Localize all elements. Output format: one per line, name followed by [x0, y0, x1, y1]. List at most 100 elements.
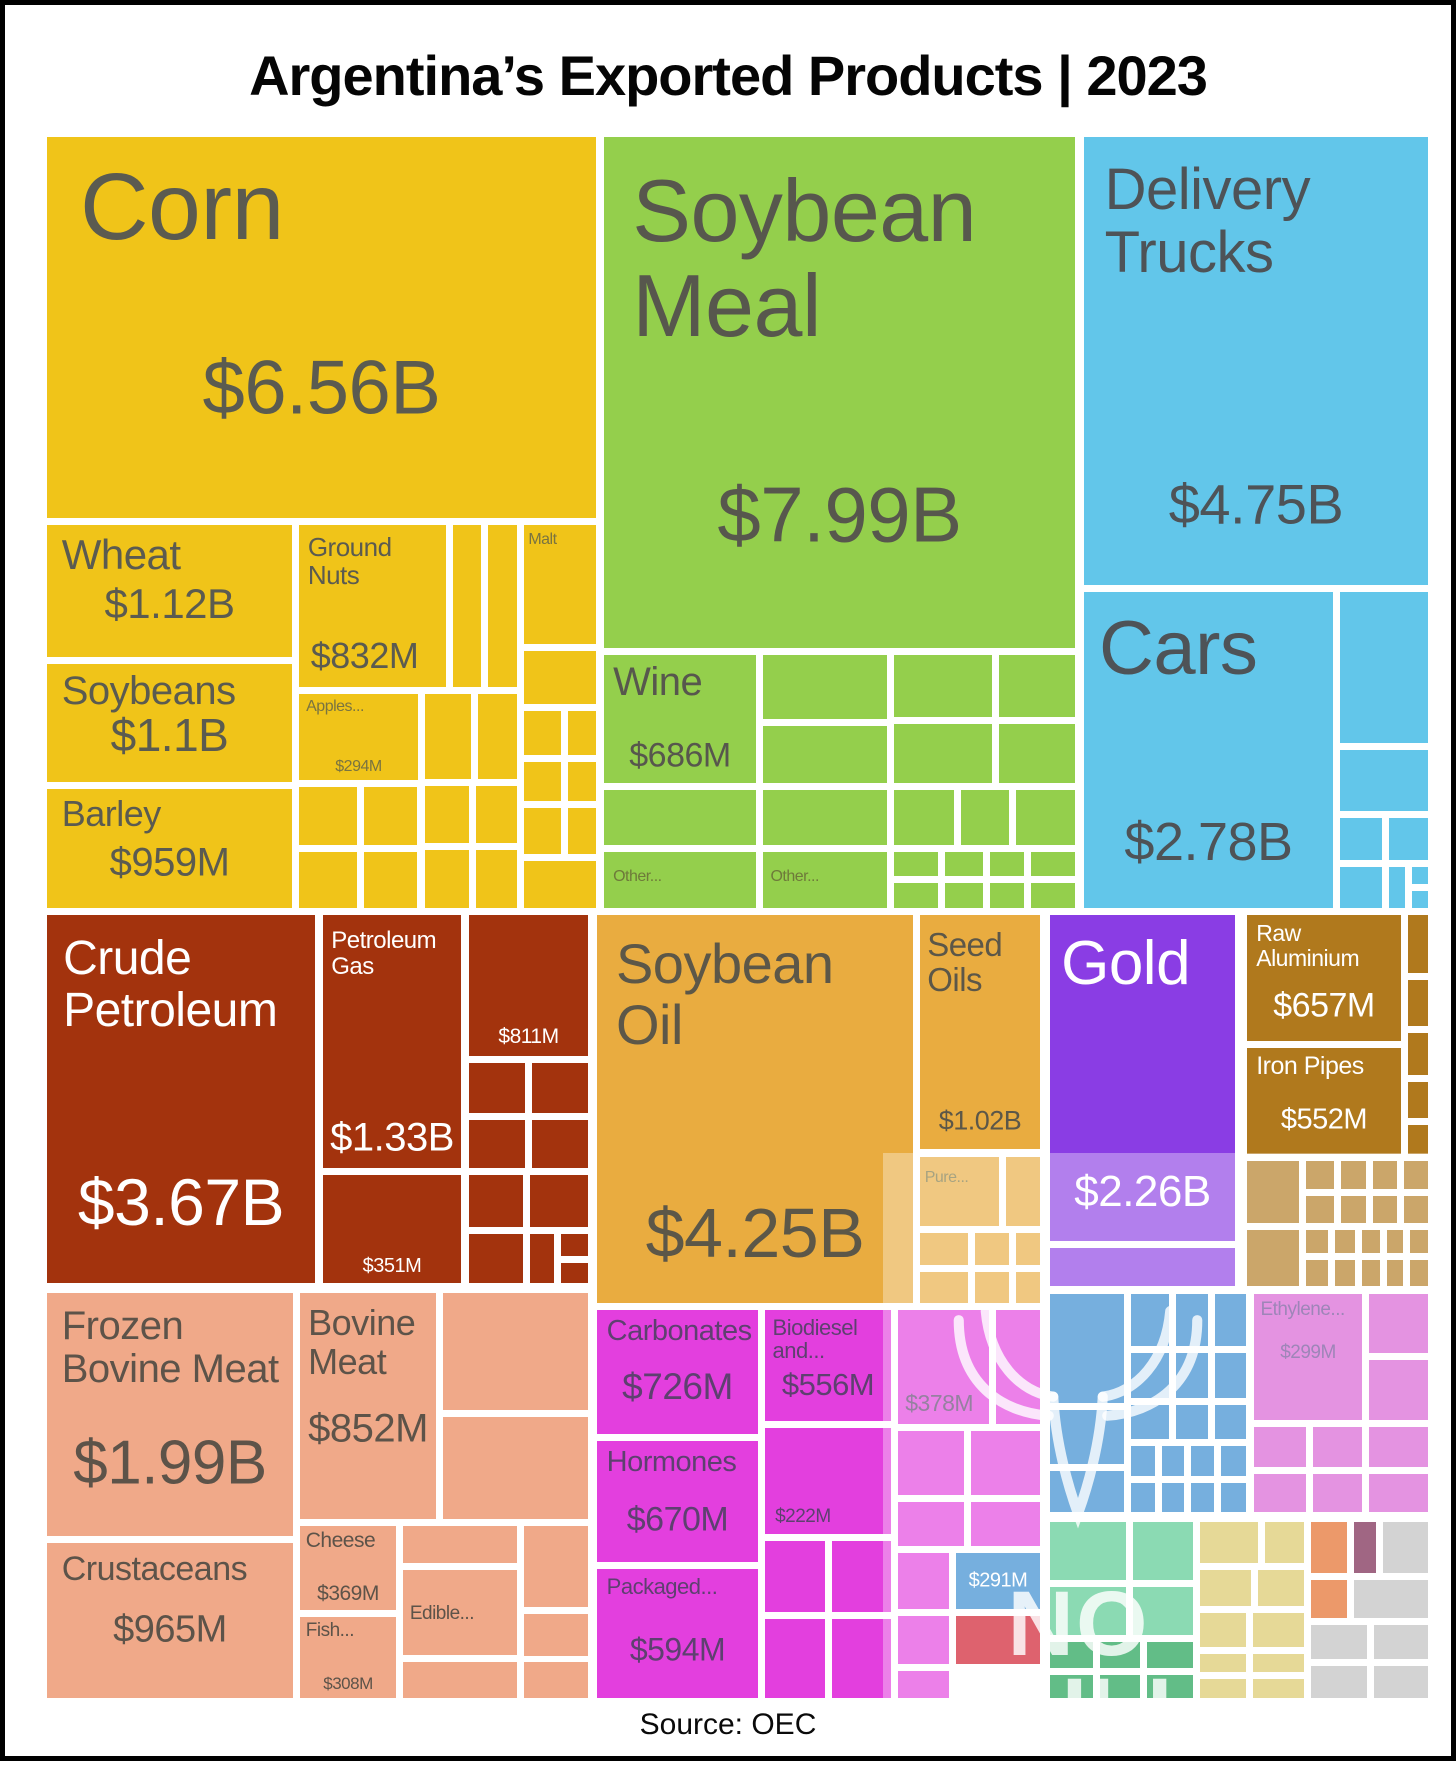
chemicals-cell[interactable] [896, 1551, 951, 1611]
machinery-cell[interactable] [1129, 1444, 1157, 1478]
machinery-cell[interactable] [1174, 1403, 1210, 1441]
other-small-exports-cell[interactable] [1352, 1520, 1378, 1575]
vegetable-oils-cell[interactable] [1014, 1231, 1042, 1267]
cereals-fruits-cell[interactable] [423, 848, 471, 910]
soy-meal-wine-cell[interactable] [892, 722, 994, 785]
vegetable-oils-cell[interactable] [973, 1270, 1011, 1305]
chemicals-cell[interactable] [969, 1429, 1042, 1497]
other-small-exports-cell[interactable] [1352, 1578, 1430, 1620]
other-small-exports-cell[interactable] [1145, 1640, 1195, 1670]
cell-pure[interactable]: Pure... [918, 1155, 1001, 1228]
cell-hormones[interactable]: Hormones $670M [595, 1439, 760, 1564]
soy-meal-wine-cell[interactable] [761, 788, 889, 847]
other-small-exports-cell[interactable] [1251, 1611, 1306, 1649]
cell-222m[interactable]: $222M [763, 1426, 893, 1536]
cell-edible[interactable]: Edible... [401, 1568, 519, 1657]
machinery-cell[interactable] [1213, 1403, 1248, 1441]
meat-seafood-dairy-cell[interactable] [401, 1660, 519, 1700]
petroleum-cell[interactable] [559, 1232, 590, 1258]
cereals-fruits-cell[interactable] [451, 523, 483, 689]
cell-barley[interactable]: Barley $959M [45, 787, 294, 910]
other-small-exports-cell[interactable] [1372, 1664, 1430, 1700]
cereals-fruits-cell[interactable] [566, 760, 598, 803]
petroleum-cell[interactable] [559, 1261, 590, 1285]
cereals-fruits-cell[interactable] [522, 859, 598, 910]
metals-cell[interactable] [1406, 1031, 1430, 1077]
plastics-cell[interactable] [1252, 1425, 1308, 1469]
vehicles-cell[interactable] [1338, 590, 1430, 745]
vehicles-cell[interactable] [1410, 889, 1430, 910]
meat-seafood-dairy-cell[interactable] [522, 1660, 590, 1700]
other-small-exports-cell[interactable] [1198, 1568, 1253, 1608]
cell-other[interactable]: Other... [602, 850, 758, 910]
vegetable-oils-cell[interactable] [918, 1270, 970, 1305]
meat-seafood-dairy-cell[interactable] [441, 1415, 590, 1521]
other-small-exports-cell[interactable] [1198, 1677, 1248, 1700]
petroleum-cell[interactable] [467, 1173, 525, 1229]
metals-cell[interactable] [1304, 1159, 1336, 1191]
other-small-exports-cell[interactable] [1256, 1568, 1306, 1608]
cell-delivery-trucks[interactable]: Delivery Trucks $4.75B [1082, 135, 1430, 587]
other-small-exports-cell[interactable] [1251, 1652, 1306, 1674]
metals-cell[interactable] [1333, 1228, 1357, 1255]
soy-meal-wine-cell[interactable] [892, 850, 940, 878]
metals-cell[interactable] [1304, 1194, 1336, 1225]
plastics-cell[interactable] [1311, 1425, 1364, 1469]
cereals-fruits-cell[interactable] [474, 848, 519, 910]
meat-seafood-dairy-cell[interactable] [441, 1291, 590, 1412]
vehicles-cell[interactable] [1338, 816, 1384, 862]
vehicles-cell[interactable] [1338, 865, 1384, 910]
cereals-fruits-cell[interactable] [486, 523, 519, 689]
cereals-fruits-cell[interactable] [476, 692, 519, 781]
soy-meal-wine-cell[interactable] [959, 788, 1011, 847]
cell-378m[interactable]: $378M [896, 1308, 991, 1426]
cell-811m[interactable]: $811M [467, 913, 590, 1058]
cell-gold[interactable]: Gold $2.26B [1048, 913, 1237, 1243]
cell-iron-pipes[interactable]: Iron Pipes $552M [1245, 1046, 1403, 1156]
plastics-cell[interactable] [1367, 1425, 1430, 1469]
machinery-cell[interactable] [1189, 1444, 1216, 1478]
cereals-fruits-cell[interactable] [522, 649, 598, 706]
metals-cell[interactable] [1371, 1159, 1399, 1191]
other-small-exports-cell[interactable] [954, 1614, 1042, 1666]
chemicals-cell[interactable] [896, 1500, 966, 1548]
cell-packaged[interactable]: Packaged... $594M [595, 1567, 760, 1700]
cell-malt[interactable]: Malt [522, 523, 598, 646]
metals-cell[interactable] [1339, 1194, 1368, 1225]
cell-soybean-oil[interactable]: Soybean Oil $4.25B [595, 913, 915, 1305]
other-small-exports-cell[interactable] [1381, 1520, 1430, 1575]
machinery-cell[interactable] [1189, 1481, 1216, 1514]
other-small-exports-cell[interactable] [1145, 1673, 1195, 1700]
cell-seed-oils[interactable]: Seed Oils $1.02B [918, 913, 1042, 1151]
cereals-fruits-cell[interactable] [474, 784, 519, 845]
soy-meal-wine-cell[interactable] [761, 724, 889, 785]
metals-cell[interactable] [1385, 1228, 1405, 1255]
other-small-exports-cell[interactable] [1131, 1585, 1195, 1637]
other-small-exports-cell[interactable] [1198, 1520, 1260, 1565]
chemicals-cell[interactable] [763, 1617, 827, 1700]
soy-meal-wine-cell[interactable] [1029, 850, 1077, 878]
other-small-exports-cell[interactable] [1098, 1673, 1142, 1700]
soy-meal-wine-cell[interactable] [892, 653, 994, 719]
cereals-fruits-cell[interactable] [423, 784, 471, 845]
other-small-exports-cell[interactable] [1198, 1652, 1248, 1674]
machinery-cell[interactable] [1160, 1444, 1186, 1478]
cereals-fruits-cell[interactable] [423, 692, 473, 781]
cell-crustaceans[interactable]: Crustaceans $965M [45, 1541, 295, 1700]
other-small-exports-cell[interactable] [1251, 1677, 1306, 1700]
vehicles-cell[interactable] [1387, 816, 1430, 862]
cell-wine[interactable]: Wine $686M [602, 653, 758, 785]
cell-frozen-bovine-meat[interactable]: Frozen Bovine Meat $1.99B [45, 1291, 295, 1538]
vegetable-oils-cell[interactable] [918, 1231, 970, 1267]
meat-seafood-dairy-cell[interactable] [522, 1612, 590, 1658]
cell-wheat[interactable]: Wheat $1.12B [45, 523, 294, 659]
vegetable-oils-cell[interactable] [973, 1231, 1011, 1267]
cell-apples[interactable]: Apples... $294M [297, 692, 420, 782]
metals-cell[interactable] [1304, 1258, 1330, 1288]
chemicals-cell[interactable] [830, 1617, 893, 1700]
metals-cell[interactable] [1245, 1228, 1301, 1288]
other-small-exports-cell[interactable] [1198, 1611, 1248, 1649]
machinery-cell[interactable] [1129, 1481, 1157, 1514]
machinery-cell[interactable] [1219, 1481, 1248, 1514]
petroleum-cell[interactable] [467, 1118, 527, 1170]
